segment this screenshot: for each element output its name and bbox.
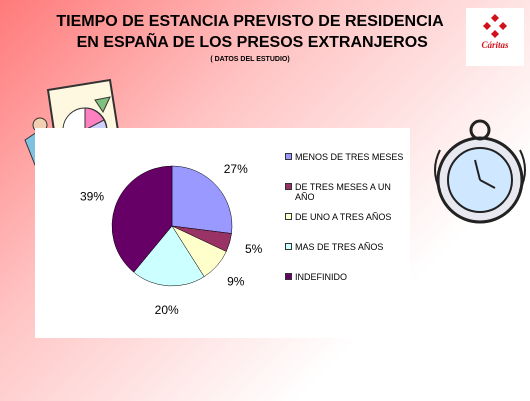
logo-text: Cáritas — [481, 40, 509, 50]
data-label: 39% — [80, 189, 104, 203]
legend-label: MAS DE TRES AÑOS — [295, 242, 405, 252]
chart: TIEMPO DE ESTANCIA PREVISTO DE RESIDENCI… — [0, 0, 530, 401]
legend-swatch — [285, 183, 292, 190]
legend-item: DE TRES MESES A UN AÑO — [285, 182, 405, 202]
legend-label: DE UNO A TRES AÑOS — [295, 212, 405, 222]
legend-item: MAS DE TRES AÑOS — [285, 242, 405, 252]
data-label: 5% — [245, 242, 263, 256]
slide: TIEMPO DE ESTANCIA PREVISTO DE RESIDENCI… — [0, 0, 530, 401]
legend-swatch — [285, 213, 292, 220]
legend-label: DE TRES MESES A UN AÑO — [295, 182, 405, 202]
legend-item: MENOS DE TRES MESES — [285, 152, 405, 162]
chart-subtitle: ( DATOS DEL ESTUDIO) — [210, 56, 289, 63]
legend-label: MENOS DE TRES MESES — [295, 152, 405, 162]
legend-item: DE UNO A TRES AÑOS — [285, 212, 405, 222]
data-label: 9% — [227, 274, 245, 288]
clock-clipart — [435, 121, 525, 222]
legend-label: INDEFINIDO — [295, 272, 405, 282]
legend-swatch — [285, 243, 292, 250]
legend-item: INDEFINIDO — [285, 272, 405, 282]
legend-swatch — [285, 273, 292, 280]
legend-swatch — [285, 153, 292, 160]
data-label: 27% — [224, 162, 248, 176]
chart-title: TIEMPO DE ESTANCIA PREVISTO DE RESIDENCI… — [56, 13, 444, 51]
data-label: 20% — [155, 303, 179, 317]
